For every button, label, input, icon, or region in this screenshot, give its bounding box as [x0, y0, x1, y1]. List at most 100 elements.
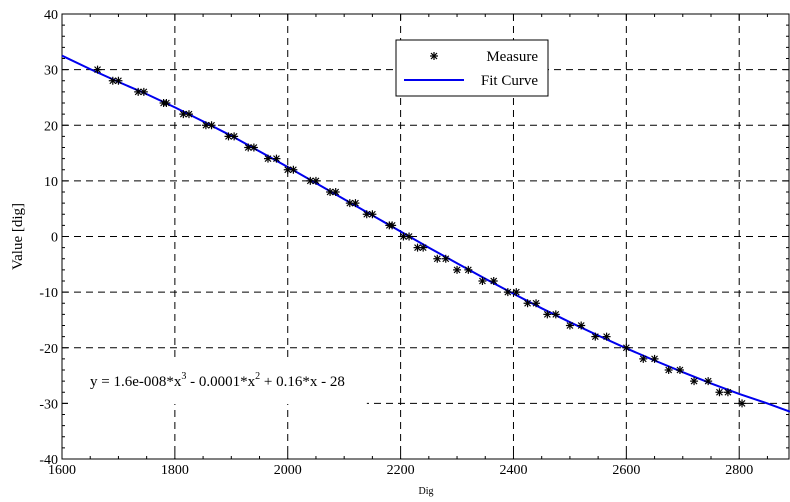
marker-stroke — [368, 210, 376, 218]
measure-point — [532, 299, 541, 308]
measure-point — [311, 176, 320, 185]
marker-stroke — [577, 322, 585, 329]
measure-point — [577, 321, 586, 330]
marker-stroke — [134, 88, 142, 96]
measure-point — [388, 221, 397, 230]
x-tick-label: 1600 — [48, 463, 76, 478]
marker-stroke — [414, 244, 421, 252]
measure-point — [543, 310, 552, 319]
y-tick-label: -10 — [39, 286, 58, 301]
measure-point — [650, 354, 659, 363]
fit-equation: y = 1.6e-008*x3 - 0.0001*x2 + 0.16*x - 2… — [90, 371, 345, 390]
legend-measure-label: Measure — [486, 49, 538, 65]
measure-point — [565, 321, 574, 330]
measure-point — [622, 343, 631, 352]
marker-stroke — [532, 299, 540, 307]
measure-point — [405, 232, 414, 241]
marker-stroke — [442, 255, 450, 263]
fit-curve-line — [61, 54, 790, 413]
marker-stroke — [230, 132, 238, 140]
measure-point — [464, 265, 473, 274]
marker-stroke — [346, 199, 354, 207]
measure-point — [362, 210, 371, 219]
marker-stroke — [405, 233, 413, 240]
measure-point — [551, 310, 560, 319]
marker-stroke — [115, 77, 122, 85]
measure-point — [207, 121, 216, 130]
marker-stroke — [179, 110, 187, 118]
marker-stroke — [332, 188, 340, 196]
measure-point — [690, 377, 699, 386]
legend-fit-label: Fit Curve — [481, 73, 538, 89]
fit-equation-part: - 0.0001*x — [186, 374, 255, 390]
marker-stroke — [603, 333, 611, 341]
measure-point — [184, 110, 193, 119]
fit-equation-exponent: 2 — [255, 371, 260, 382]
marker-stroke — [388, 221, 396, 229]
marker-stroke — [202, 121, 210, 129]
marker-stroke — [352, 199, 359, 207]
marker-stroke — [566, 322, 574, 329]
marker-stroke — [724, 388, 732, 396]
x-tick-label: 1800 — [161, 463, 189, 478]
marker-stroke — [363, 210, 371, 218]
measure-point — [489, 277, 498, 285]
x-tick-label: 2400 — [499, 463, 527, 478]
y-tick-label: 20 — [44, 119, 58, 134]
marker-stroke — [639, 355, 647, 363]
fit-equation-exponent: 3 — [181, 371, 186, 382]
measure-point — [230, 132, 239, 141]
equation-background — [68, 357, 367, 404]
marker-stroke — [109, 77, 117, 85]
measure-point — [283, 165, 292, 174]
marker-stroke — [208, 121, 215, 129]
y-tick-label: 0 — [51, 231, 58, 246]
marker-stroke — [400, 233, 407, 240]
marker-stroke — [622, 344, 630, 352]
marker-stroke — [250, 144, 258, 151]
marker-stroke — [264, 155, 272, 163]
marker-stroke — [524, 299, 532, 307]
measure-point — [478, 277, 487, 285]
marker-stroke — [504, 288, 512, 296]
measure-point — [162, 99, 171, 107]
measure-point — [249, 143, 258, 152]
x-tick-label: 2200 — [387, 463, 415, 478]
marker-stroke — [244, 144, 252, 151]
legend-measure-marker — [430, 52, 438, 60]
axis-ticks — [61, 13, 789, 460]
marker-stroke — [552, 310, 560, 318]
measure-point — [723, 388, 732, 397]
marker-stroke — [430, 52, 438, 60]
marker-stroke — [651, 355, 658, 363]
measure-point — [704, 377, 713, 386]
marker-stroke — [225, 132, 232, 140]
y-tick-label: -40 — [39, 453, 58, 468]
measure-point — [453, 265, 462, 274]
marker-stroke — [94, 66, 101, 74]
measure-point — [263, 154, 272, 163]
marker-stroke — [284, 166, 292, 174]
legend-measure-star — [430, 52, 438, 60]
y-tick-label: 40 — [44, 8, 58, 23]
y-axis-label: Value [dig] — [10, 203, 26, 270]
measure-point — [591, 332, 600, 341]
marker-stroke — [312, 177, 320, 185]
marker-stroke — [665, 366, 673, 374]
x-tick-label: 2600 — [612, 463, 640, 478]
measure-point — [272, 154, 281, 163]
fit-equation-part: + 0.16*x - 28 — [260, 374, 345, 390]
x-tick-label: 2800 — [725, 463, 753, 478]
y-tick-label: 30 — [44, 64, 58, 79]
axis-labels: 1600 1800 2000 2200 2400 2600 2800-40-30-20-10… — [10, 8, 753, 497]
measure-point — [244, 143, 253, 152]
measure-point — [139, 87, 148, 96]
marker-stroke — [419, 244, 427, 252]
y-tick-label: 10 — [44, 175, 58, 190]
y-tick-label: -20 — [39, 342, 58, 357]
measure-point — [331, 188, 340, 196]
x-axis-label: Dig — [419, 486, 434, 497]
marker-stroke — [490, 277, 498, 285]
